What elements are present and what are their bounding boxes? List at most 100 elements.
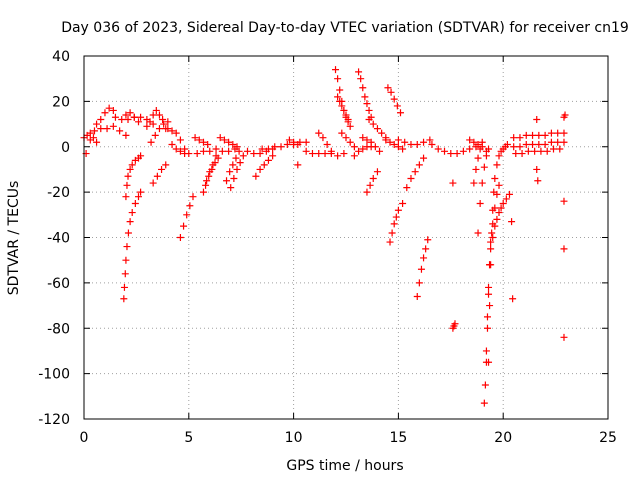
data-point xyxy=(185,150,193,158)
x-axis-label: GPS time / hours xyxy=(286,458,403,474)
data-point xyxy=(556,145,564,153)
data-point xyxy=(90,127,98,135)
data-point xyxy=(466,136,474,144)
data-point xyxy=(134,193,142,201)
data-point xyxy=(369,120,377,128)
data-point xyxy=(338,129,346,137)
data-point xyxy=(137,152,145,160)
data-point xyxy=(203,177,211,185)
data-point xyxy=(534,177,542,185)
data-point xyxy=(315,150,323,158)
data-point xyxy=(212,145,220,153)
data-point xyxy=(93,138,101,146)
data-point xyxy=(111,113,119,121)
data-point xyxy=(363,188,371,196)
data-point xyxy=(134,118,142,126)
data-point xyxy=(155,111,163,119)
data-point xyxy=(384,84,392,92)
data-point xyxy=(334,152,342,160)
data-point xyxy=(420,254,428,262)
x-tick-label: 25 xyxy=(599,430,617,446)
data-point xyxy=(220,136,228,144)
data-point xyxy=(560,129,568,137)
data-point xyxy=(420,138,428,146)
data-point xyxy=(189,193,197,201)
data-point xyxy=(123,243,131,251)
data-point xyxy=(308,150,316,158)
data-point xyxy=(126,165,134,173)
data-point xyxy=(394,136,402,144)
data-point xyxy=(225,147,233,155)
x-tick-label: 15 xyxy=(389,430,407,446)
data-point xyxy=(451,320,459,328)
data-point xyxy=(172,129,180,137)
data-point xyxy=(122,111,130,119)
data-point xyxy=(294,161,302,169)
data-point xyxy=(271,143,279,151)
x-tick-label: 0 xyxy=(80,430,89,446)
data-point xyxy=(128,161,136,169)
data-point xyxy=(225,138,233,146)
data-point xyxy=(229,140,237,148)
data-point xyxy=(535,140,543,148)
data-point xyxy=(390,140,398,148)
data-point xyxy=(550,145,558,153)
data-point xyxy=(518,150,526,158)
y-tick-label: 40 xyxy=(52,49,70,65)
data-point xyxy=(561,111,569,119)
data-point xyxy=(123,181,131,189)
data-point xyxy=(510,134,518,142)
data-point xyxy=(346,138,354,146)
data-point xyxy=(413,292,421,300)
data-point xyxy=(495,152,503,160)
data-point xyxy=(290,138,298,146)
data-point xyxy=(334,75,342,83)
data-point xyxy=(529,140,537,148)
data-point xyxy=(560,197,568,205)
data-point xyxy=(334,93,342,101)
data-point xyxy=(524,147,532,155)
data-point xyxy=(481,381,489,389)
data-point xyxy=(508,218,516,226)
data-point xyxy=(422,245,430,253)
data-point xyxy=(338,102,346,110)
data-point xyxy=(541,140,549,148)
data-point xyxy=(537,147,545,155)
y-axis-tick-labels: -120 -100 -80 -60 -40 -20 0 20 40 xyxy=(38,49,70,428)
data-point xyxy=(151,131,159,139)
data-point xyxy=(195,136,203,144)
data-point xyxy=(415,279,423,287)
data-point xyxy=(522,140,530,148)
data-point xyxy=(264,145,272,153)
x-tick-label: 20 xyxy=(494,430,512,446)
data-point xyxy=(487,238,495,246)
data-point xyxy=(359,134,367,142)
data-point xyxy=(502,195,510,203)
data-point xyxy=(388,229,396,237)
data-point xyxy=(386,138,394,146)
data-point xyxy=(535,131,543,139)
data-point xyxy=(485,290,493,298)
data-point xyxy=(252,172,260,180)
y-tick-label: -100 xyxy=(38,367,70,383)
data-point xyxy=(512,150,520,158)
data-point xyxy=(378,129,386,137)
data-point xyxy=(149,179,157,187)
data-point xyxy=(480,399,488,407)
data-point xyxy=(357,75,365,83)
data-point xyxy=(497,204,505,212)
data-point xyxy=(97,116,105,124)
data-point xyxy=(483,313,491,321)
data-point xyxy=(239,152,247,160)
data-point xyxy=(516,134,524,142)
data-point xyxy=(128,209,136,217)
data-point xyxy=(158,165,166,173)
data-point xyxy=(124,229,132,237)
x-axis-tick-labels: 0 5 10 15 20 25 xyxy=(80,430,617,446)
data-point xyxy=(124,172,132,180)
data-point xyxy=(509,295,517,303)
data-point xyxy=(407,175,415,183)
data-point xyxy=(236,159,244,167)
data-point xyxy=(176,136,184,144)
